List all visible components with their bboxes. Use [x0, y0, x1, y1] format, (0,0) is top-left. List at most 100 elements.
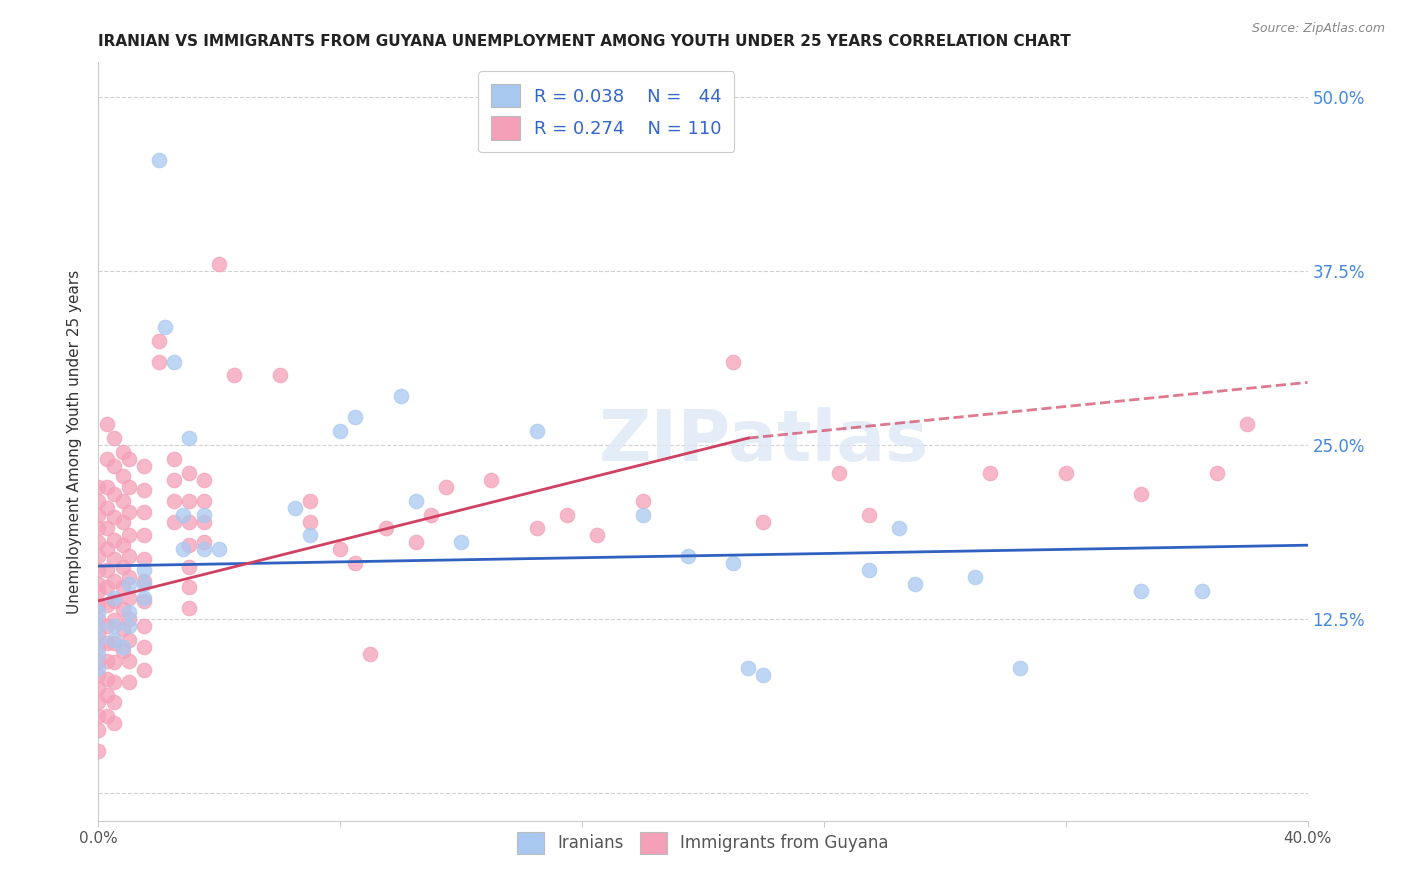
Point [87, 563, 110, 577]
Point [87, 480, 110, 494]
Point [193, 473, 215, 487]
Point [87, 508, 110, 522]
Point [111, 515, 134, 529]
Point [828, 466, 851, 480]
Point [858, 508, 880, 522]
Point [103, 635, 125, 649]
Point [87, 598, 110, 612]
Point [87, 619, 110, 633]
Point [87, 723, 110, 738]
Point [1010, 660, 1032, 674]
Point [87, 744, 110, 758]
Point [284, 500, 307, 515]
Point [965, 570, 987, 584]
Point [87, 667, 110, 681]
Point [96, 654, 118, 668]
Point [526, 424, 548, 438]
Point [118, 619, 141, 633]
Point [87, 612, 110, 626]
Point [269, 368, 291, 383]
Point [163, 473, 186, 487]
Point [118, 674, 141, 689]
Point [87, 493, 110, 508]
Point [118, 654, 141, 668]
Point [103, 510, 125, 524]
Point [103, 716, 125, 731]
Point [111, 640, 134, 654]
Point [389, 389, 412, 403]
Point [132, 528, 155, 542]
Y-axis label: Unemployment Among Youth under 25 years: Unemployment Among Youth under 25 years [67, 269, 83, 614]
Point [434, 480, 457, 494]
Point [87, 521, 110, 535]
Point [329, 542, 352, 557]
Point [118, 528, 141, 542]
Point [87, 584, 110, 599]
Legend: Iranians, Immigrants from Guyana: Iranians, Immigrants from Guyana [506, 821, 900, 865]
Point [179, 560, 201, 574]
Point [179, 600, 201, 615]
Point [96, 521, 118, 535]
Point [374, 521, 396, 535]
Point [299, 515, 322, 529]
Point [96, 580, 118, 594]
Point [172, 542, 194, 557]
Point [118, 605, 141, 619]
Point [96, 417, 118, 432]
Point [148, 334, 170, 348]
Point [723, 354, 745, 368]
Point [96, 672, 118, 686]
Point [111, 580, 134, 594]
Point [360, 647, 382, 661]
Point [87, 695, 110, 709]
Point [132, 619, 155, 633]
Point [420, 508, 443, 522]
Point [118, 505, 141, 519]
Point [111, 445, 134, 459]
Point [111, 622, 134, 636]
Point [172, 508, 194, 522]
Point [631, 493, 654, 508]
Point [96, 709, 118, 723]
Point [87, 709, 110, 723]
Point [299, 528, 322, 542]
Text: ZIPatlas: ZIPatlas [599, 407, 928, 476]
Point [193, 508, 215, 522]
Point [405, 535, 427, 549]
Point [132, 574, 155, 589]
Point [87, 640, 110, 654]
Point [87, 549, 110, 564]
Point [344, 410, 367, 425]
Point [858, 563, 880, 577]
Point [179, 538, 201, 552]
Point [132, 591, 155, 605]
Point [87, 660, 110, 674]
Point [87, 535, 110, 549]
Point [132, 483, 155, 497]
Point [208, 542, 231, 557]
Point [96, 451, 118, 466]
Point [526, 521, 548, 535]
Point [148, 153, 170, 167]
Point [103, 695, 125, 709]
Point [752, 515, 775, 529]
Text: IRANIAN VS IMMIGRANTS FROM GUYANA UNEMPLOYMENT AMONG YOUTH UNDER 25 YEARS CORREL: IRANIAN VS IMMIGRANTS FROM GUYANA UNEMPL… [98, 34, 1071, 49]
Point [179, 493, 201, 508]
Point [405, 493, 427, 508]
Point [889, 521, 911, 535]
Point [96, 542, 118, 557]
Point [96, 619, 118, 633]
Point [118, 612, 141, 626]
Point [481, 473, 503, 487]
Point [163, 493, 186, 508]
Point [103, 591, 125, 605]
Point [118, 480, 141, 494]
Point [752, 667, 775, 681]
Point [96, 500, 118, 515]
Point [193, 515, 215, 529]
Point [111, 602, 134, 616]
Point [208, 257, 231, 271]
Point [299, 493, 322, 508]
Point [148, 354, 170, 368]
Point [132, 577, 155, 591]
